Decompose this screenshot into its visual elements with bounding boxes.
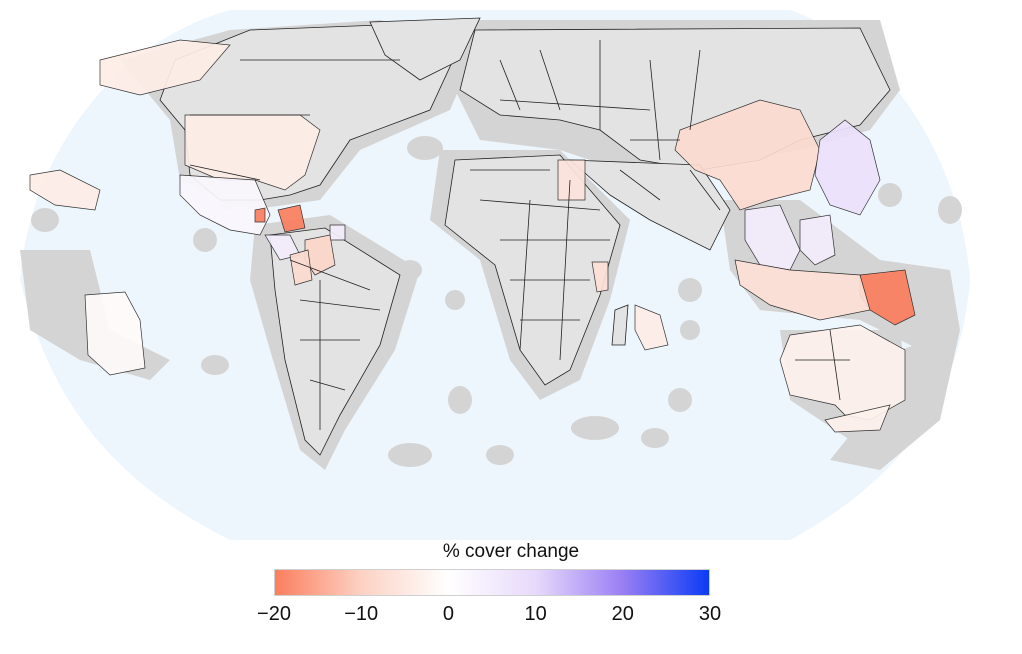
eez-island [938,196,962,224]
eez-island [31,208,59,232]
legend-tick-label: 30 [698,603,722,625]
region-hawaii [29,169,101,211]
region-mexico [179,174,271,236]
eez-island [678,278,702,302]
eez-island [448,386,472,414]
land-greenland [369,17,481,81]
eez-island [445,290,465,310]
legend-title: % cover change [442,541,580,562]
eez-island [201,355,229,375]
eez-island [388,443,432,467]
region-colombia [289,249,313,286]
legend-tick-label: −20 [257,603,291,625]
region-kenya [591,261,609,293]
eez-island [641,428,669,448]
eez-island [486,445,514,465]
eez-island [680,320,700,340]
legend-tick-label: 10 [524,603,547,625]
region-china [674,99,821,211]
legend-color-bar [274,569,710,596]
land-africa [444,154,621,386]
legend-tick-label: −10 [344,603,379,625]
region-japan [814,119,881,216]
region-indonesia [734,259,871,321]
region-australia-eez [824,404,891,433]
eez-island [668,388,692,412]
region-philippines [799,214,836,266]
region-alaska [99,39,231,96]
eez-island [398,260,422,280]
region-seychelles [634,304,669,351]
legend-tick-label: 20 [611,603,634,625]
legend-tick-label: 0 [442,603,454,625]
eez-island [571,416,619,440]
region-caribbean-east [329,224,346,241]
region-cuba [277,204,306,233]
region-egypt [557,159,586,201]
region-french-polynesia [84,291,146,376]
eez-island [407,136,443,160]
eez-island [193,228,217,252]
country-borders [189,40,850,430]
land-south-america [269,227,401,456]
eez-island [878,183,902,207]
cover-change-regions [29,39,916,433]
land-madagascar [611,304,629,346]
region-cuba-west [254,207,266,223]
